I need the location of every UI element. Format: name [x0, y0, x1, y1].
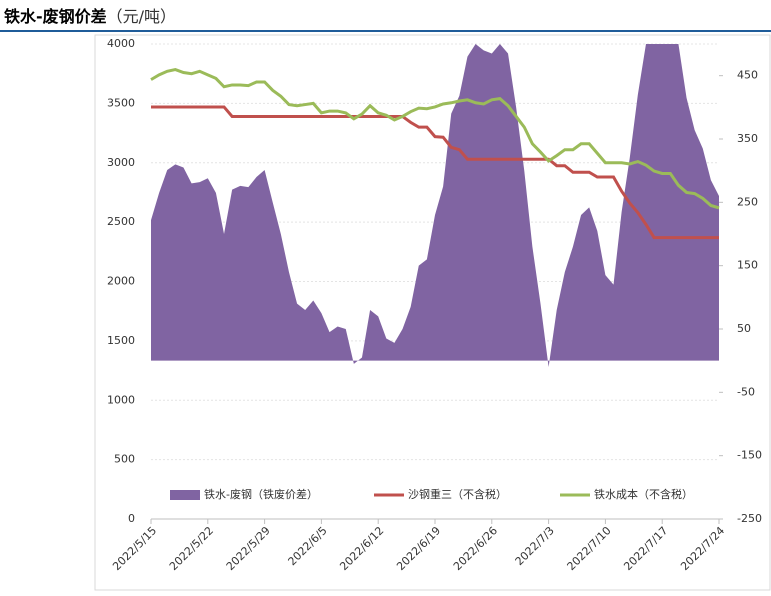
- y-tick-label: 3000: [107, 156, 135, 169]
- y2-tick-label: -150: [737, 449, 762, 462]
- y2-tick-label: 450: [737, 69, 758, 82]
- legend-label: 沙钢重三（不含税）: [408, 487, 507, 501]
- y-tick-label: 500: [114, 453, 135, 466]
- x-tick-label: 2022/7/10: [565, 524, 614, 573]
- legend-label: 铁水成本（不含税）: [594, 487, 693, 501]
- y-tick-label: 1000: [107, 393, 135, 406]
- x-tick-label: 2022/7/17: [621, 524, 670, 573]
- x-tick-label: 2022/7/24: [678, 524, 727, 573]
- y-tick-label: 1500: [107, 334, 135, 347]
- chart-title: 铁水-废钢价差（元/吨）: [4, 7, 176, 26]
- y2-tick-label: 350: [737, 132, 758, 145]
- x-tick-label: 2022/6/26: [451, 524, 500, 573]
- chart-frame: [94, 34, 771, 591]
- x-tick-label: 2022/7/3: [513, 524, 557, 568]
- x-tick-label: 2022/6/12: [337, 524, 386, 573]
- y-tick-label: 2500: [107, 215, 135, 228]
- title-unit: （元/吨）: [107, 7, 176, 26]
- line: [150, 67, 720, 210]
- x-tick-label: 2022/5/22: [167, 524, 216, 573]
- area: [151, 44, 719, 367]
- title-main: 铁水-废钢价差: [4, 7, 107, 26]
- y2-tick-label: -50: [737, 385, 755, 398]
- y-tick-label: 3500: [107, 96, 135, 109]
- x-tick-label: 2022/5/15: [110, 524, 159, 573]
- y2-tick-label: 150: [737, 259, 758, 272]
- y-tick-label: 2000: [107, 275, 135, 288]
- legend-swatch: [170, 490, 200, 500]
- line: [151, 105, 719, 240]
- y2-tick-label: -250: [737, 512, 762, 525]
- legend-label: 铁水-废钢（铁废价差）: [204, 487, 318, 501]
- y2-tick-label: 250: [737, 195, 758, 208]
- x-tick-label: 2022/6/19: [394, 524, 443, 573]
- y-tick-label: 0: [128, 512, 135, 525]
- x-tick-label: 2022/6/5: [286, 524, 330, 568]
- y2-tick-label: 50: [737, 322, 751, 335]
- x-tick-label: 2022/5/29: [224, 524, 273, 573]
- y-tick-label: 4000: [107, 37, 135, 50]
